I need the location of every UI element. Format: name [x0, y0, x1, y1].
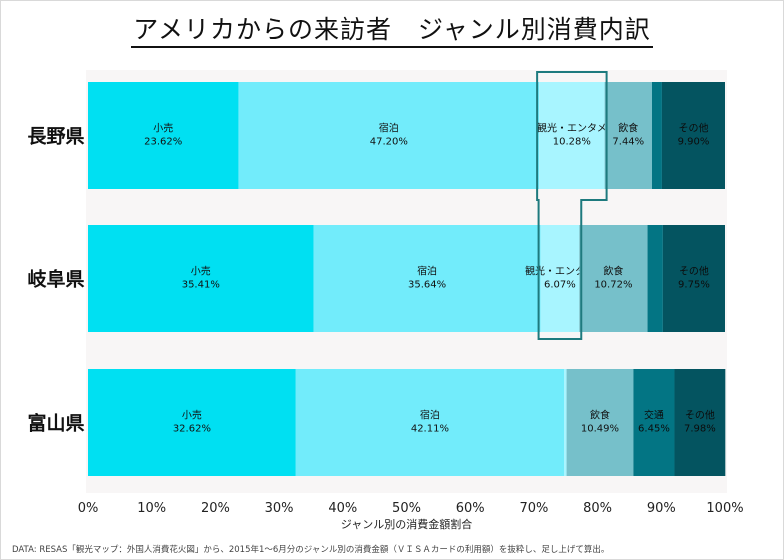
segment-value-label: 9.90%: [678, 137, 710, 148]
segment-name-label: 小売: [153, 122, 173, 135]
segment-name-label: 小売: [191, 265, 211, 278]
bar-segment-1-2: [540, 225, 580, 332]
bar-segment-0-3: [604, 82, 652, 189]
x-tick-label: 0%: [78, 501, 99, 516]
segment-value-label: 47.20%: [370, 137, 408, 148]
x-tick-label: 90%: [647, 501, 676, 516]
bar-segment-2-5: [674, 369, 726, 476]
bar-segment-1-3: [579, 225, 648, 332]
bar-segment-0-5: [661, 82, 725, 189]
bar-segment-1-1: [313, 225, 541, 332]
segment-value-label: 7.98%: [684, 424, 716, 435]
segment-name-label: 飲食: [618, 122, 638, 135]
segment-name-label: 飲食: [590, 409, 610, 422]
x-tick-label: 30%: [265, 501, 294, 516]
bar-segment-2-4: [633, 369, 675, 476]
x-tick-label: 40%: [328, 501, 357, 516]
category-label: 富山県: [27, 412, 84, 435]
chart-title: アメリカからの来訪者 ジャンル別消費内訳: [0, 14, 784, 49]
bar-segment-1-0: [88, 225, 314, 332]
bar-segment-0-2: [539, 82, 605, 189]
segment-value-label: 23.62%: [144, 137, 182, 148]
segment-value-label: 7.44%: [612, 137, 644, 148]
bar-segment-0-4: [651, 82, 662, 189]
segment-name-label: 観光・エンタメ: [537, 122, 607, 135]
segment-value-label: 6.45%: [638, 424, 670, 435]
segment-value-label: 35.41%: [182, 280, 220, 291]
x-tick-label: 80%: [583, 501, 612, 516]
bar-segment-1-5: [662, 225, 725, 332]
segment-name-label: 宿泊: [379, 122, 399, 135]
data-source-footnote: DATA: RESAS「観光マップ：外国人消費花火図」から、2015年1〜6月分…: [12, 545, 610, 555]
x-tick-label: 10%: [137, 501, 166, 516]
segment-name-label: 小売: [182, 409, 202, 422]
segment-value-label: 6.07%: [544, 280, 576, 291]
segment-value-label: 10.72%: [594, 280, 632, 291]
bar-segment-2-0: [88, 369, 296, 476]
bar-segment-0-0: [88, 82, 239, 189]
segment-value-label: 32.62%: [173, 424, 211, 435]
segment-value-label: 9.75%: [678, 280, 710, 291]
segment-name-label: 交通: [644, 409, 664, 422]
x-tick-label: 20%: [201, 501, 230, 516]
segment-value-label: 35.64%: [408, 280, 446, 291]
segment-name-label: その他: [685, 409, 715, 422]
bar-segment-2-3: [566, 369, 634, 476]
x-tick-label: 50%: [392, 501, 421, 516]
segment-name-label: 観光・エンタメ: [525, 265, 595, 278]
category-label: 長野県: [27, 126, 84, 148]
bar-segment-0-1: [238, 82, 540, 189]
segment-name-label: 宿泊: [417, 265, 437, 278]
segment-name-label: その他: [679, 265, 709, 278]
x-tick-label: 100%: [706, 501, 743, 516]
x-axis-title: ジャンル別の消費金額割合: [341, 517, 472, 531]
x-tick-label: 60%: [456, 501, 485, 516]
segment-name-label: その他: [678, 122, 708, 135]
segment-value-label: 10.28%: [553, 137, 591, 148]
highlight-outline: [536, 71, 608, 340]
segment-value-label: 42.11%: [411, 424, 449, 435]
segment-name-label: 宿泊: [420, 409, 440, 422]
bar-segment-1-4: [647, 225, 663, 332]
bar-segment-2-2: [564, 369, 567, 476]
segment-value-label: 10.49%: [581, 424, 619, 435]
bar-segment-2-1: [295, 369, 565, 476]
x-tick-label: 70%: [519, 501, 548, 516]
category-label: 岐阜県: [27, 268, 84, 291]
segment-name-label: 飲食: [603, 265, 623, 278]
